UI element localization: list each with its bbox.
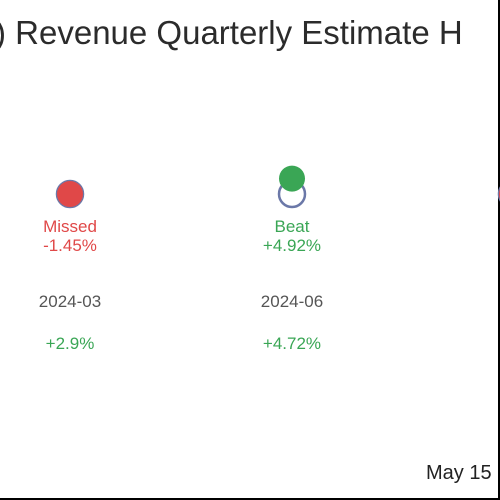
period-label: 2024-03: [39, 292, 101, 311]
actual-marker: [279, 165, 305, 192]
period-label: 2024-06: [261, 292, 323, 311]
change-label: +4.72%: [263, 334, 321, 353]
footer-date: May 15: [426, 462, 492, 484]
status-label: Missed: [43, 217, 97, 236]
surprise-label: +4.92%: [263, 236, 321, 255]
status-label: Beat: [275, 217, 310, 236]
chart-title: ) Revenue Quarterly Estimate H: [0, 14, 463, 51]
change-label: +2.9%: [46, 334, 95, 353]
surprise-label: -1.45%: [43, 236, 97, 255]
actual-marker: [57, 181, 83, 207]
